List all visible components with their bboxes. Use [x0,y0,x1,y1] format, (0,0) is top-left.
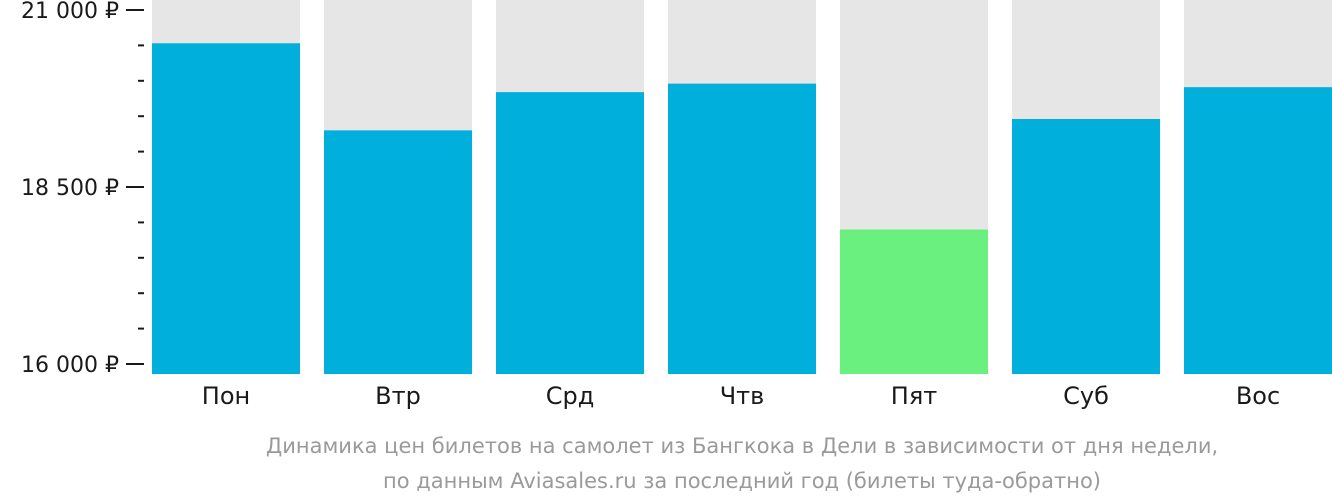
y-tick-label-0: 21 000 ₽ [21,0,119,24]
bar-6 [1184,87,1332,374]
bar-2 [496,92,644,375]
y-tick-label-2: 16 000 ₽ [21,353,119,378]
x-tick-label-5: Суб [1063,382,1109,410]
data-bars [152,43,1332,375]
x-tick-label-0: Пон [202,382,250,410]
bar-4 [840,229,988,374]
bar-1 [324,130,472,374]
x-axis-labels: Пон Втр Срд Чтв Пят Суб Вос [202,382,1280,410]
x-tick-label-3: Чтв [720,382,765,410]
x-tick-label-4: Пят [891,382,937,410]
caption-line-2: по данным Aviasales.ru за последний год … [383,469,1101,493]
bar-3 [668,83,816,374]
caption-line-1: Динамика цен билетов на самолет из Бангк… [266,434,1218,458]
y-tick-label-1: 18 500 ₽ [21,176,119,201]
x-tick-label-2: Срд [546,382,595,410]
bar-0 [152,43,300,374]
bar-5 [1012,119,1160,374]
x-tick-label-1: Втр [375,382,421,410]
x-tick-label-6: Вос [1236,382,1280,410]
y-axis: 21 000 ₽ 18 500 ₽ 16 000 ₽ [21,0,144,378]
